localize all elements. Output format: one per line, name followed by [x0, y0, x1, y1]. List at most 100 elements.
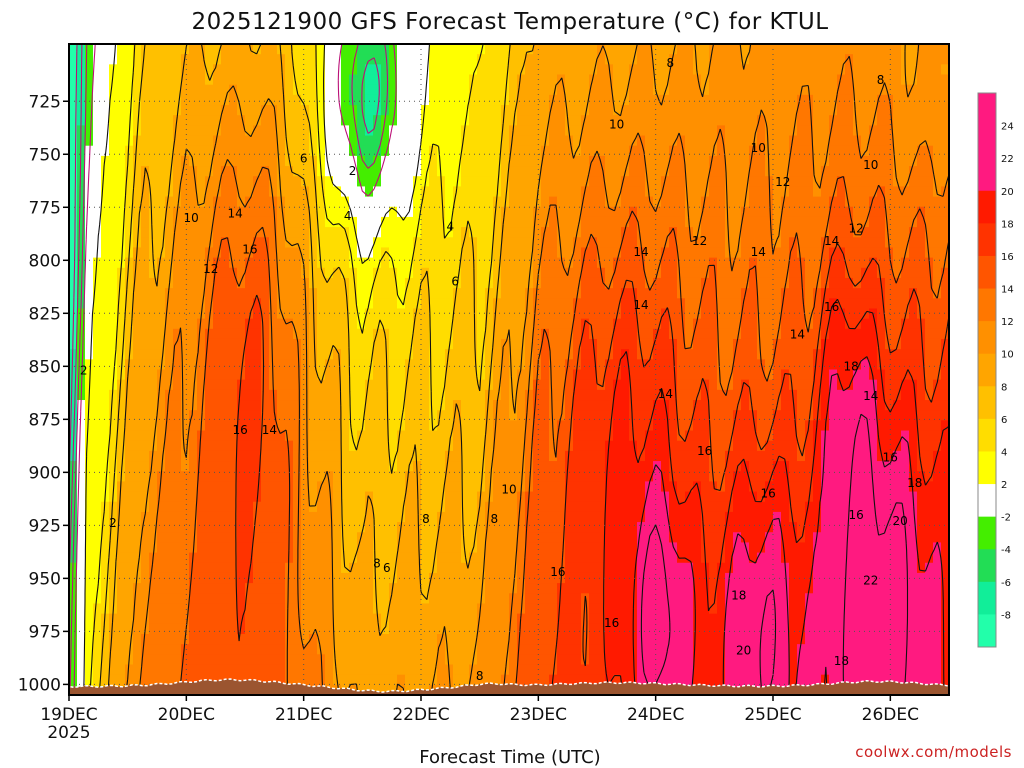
field-cell [157, 318, 166, 330]
field-cell [493, 633, 502, 645]
field-cell [677, 359, 686, 371]
field-cell [381, 176, 390, 187]
field-cell [397, 654, 406, 666]
field-cell [397, 450, 406, 462]
field-cell [509, 64, 518, 76]
field-cell [493, 125, 502, 137]
field-cell [437, 166, 446, 177]
field-cell [637, 308, 646, 320]
field-cell [157, 491, 166, 503]
field-cell [173, 349, 182, 360]
field-cell [677, 379, 686, 391]
field-cell [173, 664, 182, 676]
field-cell [549, 308, 558, 320]
field-cell [85, 613, 94, 625]
field-cell [205, 206, 214, 218]
field-cell [189, 522, 198, 533]
field-cell [429, 359, 438, 371]
field-cell [141, 654, 150, 666]
field-cell [581, 115, 590, 126]
field-cell [373, 644, 382, 655]
field-cell [405, 593, 414, 605]
field-cell [237, 206, 246, 218]
field-cell [493, 674, 502, 686]
field-cell [269, 288, 278, 299]
field-cell [93, 450, 102, 462]
field-cell [373, 288, 382, 299]
field-cell [525, 206, 534, 218]
field-cell [573, 410, 582, 421]
field-cell [109, 501, 118, 513]
field-cell [629, 501, 638, 513]
field-cell [165, 247, 174, 259]
field-cell [141, 532, 150, 544]
field-cell [133, 420, 142, 432]
field-cell [205, 288, 214, 299]
field-cell [237, 572, 246, 584]
field-cell [541, 552, 550, 564]
field-cell [285, 125, 294, 137]
field-cell [133, 257, 142, 269]
field-cell [349, 440, 358, 452]
field-cell [669, 206, 678, 218]
field-cell [485, 64, 494, 76]
field-cell [629, 572, 638, 584]
field-cell [277, 44, 286, 55]
field-cell [557, 654, 566, 666]
field-cell [157, 115, 166, 126]
field-cell [557, 267, 566, 279]
field-cell [509, 562, 518, 574]
field-cell [325, 288, 334, 299]
field-cell [525, 613, 534, 625]
field-cell [421, 196, 430, 208]
field-cell [189, 359, 198, 371]
field-cell [365, 206, 374, 218]
field-cell [125, 501, 134, 513]
field-cell [165, 216, 174, 228]
field-cell [581, 257, 590, 269]
field-cell [221, 74, 230, 86]
field-cell [293, 166, 302, 177]
field-cell [237, 359, 246, 371]
field-cell [405, 257, 414, 269]
field-cell [285, 583, 294, 594]
field-cell [293, 593, 302, 605]
field-cell [509, 84, 518, 96]
field-cell [429, 64, 438, 76]
field-cell [77, 176, 86, 187]
field-cell [493, 664, 502, 676]
field-cell [245, 94, 254, 106]
field-cell [565, 593, 574, 605]
field-cell [605, 145, 614, 157]
field-cell [237, 257, 246, 269]
field-cell [365, 522, 374, 533]
field-cell [533, 298, 542, 310]
field-cell [557, 522, 566, 533]
field-cell [453, 532, 462, 544]
field-cell [293, 389, 302, 401]
field-cell [629, 186, 638, 198]
field-cell [525, 644, 534, 655]
field-cell [669, 257, 678, 269]
field-cell [493, 216, 502, 228]
field-cell [197, 227, 206, 238]
field-cell [173, 410, 182, 421]
field-cell [237, 216, 246, 228]
field-cell [365, 247, 374, 259]
field-cell [277, 216, 286, 228]
field-cell [653, 359, 662, 371]
field-cell [149, 44, 158, 55]
field-cell [605, 308, 614, 320]
field-cell [333, 277, 342, 289]
field-cell [405, 44, 414, 55]
field-cell [245, 623, 254, 635]
field-cell [637, 440, 646, 452]
field-cell [621, 44, 630, 55]
field-cell [221, 461, 230, 472]
field-cell [285, 338, 294, 350]
field-cell [437, 369, 446, 381]
field-cell [509, 257, 518, 269]
field-cell [421, 511, 430, 523]
field-cell [157, 420, 166, 432]
field-cell [125, 420, 134, 432]
